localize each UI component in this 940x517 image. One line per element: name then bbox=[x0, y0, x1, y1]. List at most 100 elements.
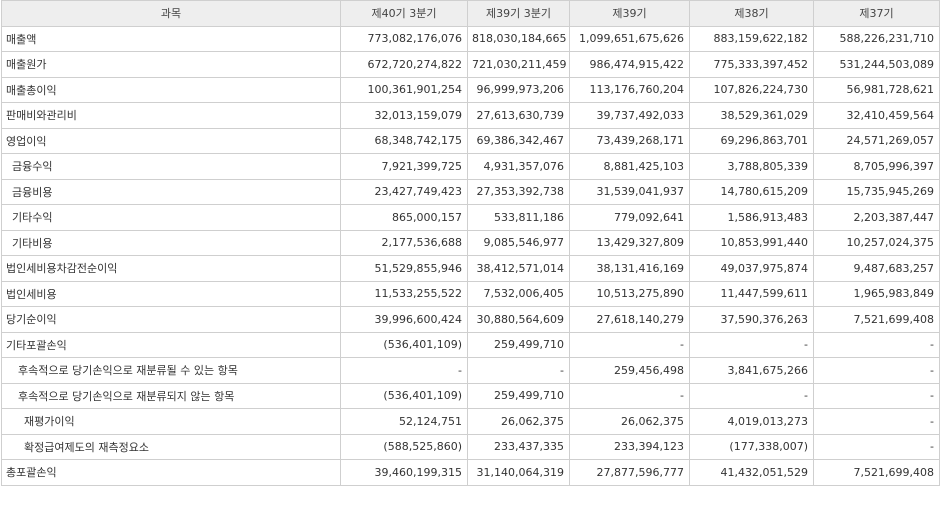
row-value: 3,788,805,339 bbox=[689, 153, 814, 180]
table-row: 법인세비용차감전순이익 51,529,855,946 38,412,571,014 3… bbox=[1, 255, 940, 282]
row-value: - bbox=[813, 382, 940, 409]
row-value: 27,353,392,738 bbox=[467, 178, 570, 205]
header-period-40-q3: 제40기 3분기 bbox=[340, 0, 468, 27]
row-value: 11,533,255,522 bbox=[340, 280, 468, 307]
row-value: 39,737,492,033 bbox=[569, 102, 690, 129]
header-period-37: 제37기 bbox=[813, 0, 940, 27]
row-value: 10,513,275,890 bbox=[569, 280, 690, 307]
row-value: 38,131,416,169 bbox=[569, 255, 690, 282]
row-value: (536,401,109) bbox=[340, 382, 468, 409]
row-value: 100,361,901,254 bbox=[340, 76, 468, 103]
row-label: 매출총이익 bbox=[1, 76, 341, 103]
row-value: 8,705,996,397 bbox=[813, 153, 940, 180]
row-label: 기타비용 bbox=[1, 229, 341, 256]
row-label: 금융수익 bbox=[1, 153, 341, 180]
row-value: - bbox=[340, 357, 468, 384]
row-label: 기타수익 bbox=[1, 204, 341, 231]
row-value: 32,013,159,079 bbox=[340, 102, 468, 129]
table-row: 매출원가 672,720,274,822 721,030,211,459 986,47… bbox=[1, 51, 940, 78]
row-label: 총포괄손익 bbox=[1, 459, 341, 486]
table-body: 매출액 773,082,176,076 818,030,184,665 1,099,6… bbox=[1, 25, 940, 486]
table-row: 법인세비용 11,533,255,522 7,532,006,405 10,513,2… bbox=[1, 280, 940, 307]
row-value: 883,159,622,182 bbox=[689, 25, 814, 52]
table-row: 총포괄손익 39,460,199,315 31,140,064,319 27,877,… bbox=[1, 459, 940, 486]
row-value: 259,456,498 bbox=[569, 357, 690, 384]
row-label: 법인세비용 bbox=[1, 280, 341, 307]
table-row: 후속적으로 당기손익으로 재분류될 수 있는 항목 - -259,456,498 3,… bbox=[1, 357, 940, 384]
table-row: 영업이익 68,348,742,175 69,386,342,467 73,439,2… bbox=[1, 127, 940, 154]
row-value: - bbox=[569, 382, 690, 409]
row-value: 233,437,335 bbox=[467, 433, 570, 460]
row-value: 1,586,913,483 bbox=[689, 204, 814, 231]
row-value: - bbox=[813, 433, 940, 460]
row-value: 11,447,599,611 bbox=[689, 280, 814, 307]
row-value: 773,082,176,076 bbox=[340, 25, 468, 52]
row-value: 14,780,615,209 bbox=[689, 178, 814, 205]
table-header: 과목 제40기 3분기 제39기 3분기 제39기 제38기 제37기 bbox=[1, 0, 940, 27]
row-value: 986,474,915,422 bbox=[569, 51, 690, 78]
header-account: 과목 bbox=[1, 0, 341, 27]
header-row: 과목 제40기 3분기 제39기 3분기 제39기 제38기 제37기 bbox=[1, 0, 940, 27]
row-value: 39,460,199,315 bbox=[340, 459, 468, 486]
row-value: 56,981,728,621 bbox=[813, 76, 940, 103]
table-row: 기타수익 865,000,157 533,811,186 779,092,641 1,5… bbox=[1, 204, 940, 231]
table-row: 재평가이익 52,124,751 26,062,375 26,062,375 4,019… bbox=[1, 408, 940, 435]
row-value: 4,019,013,273 bbox=[689, 408, 814, 435]
row-label: 매출원가 bbox=[1, 51, 341, 78]
row-value: 8,881,425,103 bbox=[569, 153, 690, 180]
row-value: 2,177,536,688 bbox=[340, 229, 468, 256]
row-value: - bbox=[813, 408, 940, 435]
table-row: 기타비용 2,177,536,688 9,085,546,977 13,429,327… bbox=[1, 229, 940, 256]
row-value: 672,720,274,822 bbox=[340, 51, 468, 78]
row-value: 13,429,327,809 bbox=[569, 229, 690, 256]
row-value: 32,410,459,564 bbox=[813, 102, 940, 129]
row-value: (177,338,007) bbox=[689, 433, 814, 460]
income-statement-table: 과목 제40기 3분기 제39기 3분기 제39기 제38기 제37기 매출액 7… bbox=[1, 0, 940, 486]
row-value: 23,427,749,423 bbox=[340, 178, 468, 205]
row-value: 775,333,397,452 bbox=[689, 51, 814, 78]
row-value: 31,140,064,319 bbox=[467, 459, 570, 486]
row-value: 3,841,675,266 bbox=[689, 357, 814, 384]
row-value: 533,811,186 bbox=[467, 204, 570, 231]
row-value: 259,499,710 bbox=[467, 382, 570, 409]
row-value: 38,412,571,014 bbox=[467, 255, 570, 282]
row-value: 51,529,855,946 bbox=[340, 255, 468, 282]
row-value: 68,348,742,175 bbox=[340, 127, 468, 154]
table-row: 매출총이익 100,361,901,254 96,999,973,206 113,17… bbox=[1, 76, 940, 103]
row-value: - bbox=[569, 331, 690, 358]
table-row: 매출액 773,082,176,076 818,030,184,665 1,099,6… bbox=[1, 25, 940, 52]
row-label: 후속적으로 당기손익으로 재분류될 수 있는 항목 bbox=[1, 357, 341, 384]
row-value: 26,062,375 bbox=[569, 408, 690, 435]
table-row: 판매비와관리비 32,013,159,079 27,613,630,739 39,73… bbox=[1, 102, 940, 129]
row-value: 818,030,184,665 bbox=[467, 25, 570, 52]
row-value: 865,000,157 bbox=[340, 204, 468, 231]
table-row: 기타포괄손익 (536,401,109) 259,499,710- - - bbox=[1, 331, 940, 358]
row-value: 15,735,945,269 bbox=[813, 178, 940, 205]
row-value: 69,386,342,467 bbox=[467, 127, 570, 154]
row-value: 721,030,211,459 bbox=[467, 51, 570, 78]
row-value: 779,092,641 bbox=[569, 204, 690, 231]
row-value: 26,062,375 bbox=[467, 408, 570, 435]
row-value: 39,996,600,424 bbox=[340, 306, 468, 333]
row-label: 재평가이익 bbox=[1, 408, 341, 435]
row-label: 확정급여제도의 재측정요소 bbox=[1, 433, 341, 460]
row-value: 1,099,651,675,626 bbox=[569, 25, 690, 52]
header-period-39: 제39기 bbox=[569, 0, 690, 27]
row-value: 96,999,973,206 bbox=[467, 76, 570, 103]
row-value: 7,521,699,408 bbox=[813, 459, 940, 486]
row-label: 법인세비용차감전순이익 bbox=[1, 255, 341, 282]
row-label: 후속적으로 당기손익으로 재분류되지 않는 항목 bbox=[1, 382, 341, 409]
row-value: - bbox=[689, 382, 814, 409]
row-value: 10,257,024,375 bbox=[813, 229, 940, 256]
row-value: 52,124,751 bbox=[340, 408, 468, 435]
row-value: - bbox=[689, 331, 814, 358]
row-value: 27,877,596,777 bbox=[569, 459, 690, 486]
row-value: 41,432,051,529 bbox=[689, 459, 814, 486]
row-value: 531,244,503,089 bbox=[813, 51, 940, 78]
row-value: 588,226,231,710 bbox=[813, 25, 940, 52]
row-value: - bbox=[813, 331, 940, 358]
row-value: 9,487,683,257 bbox=[813, 255, 940, 282]
row-value: 107,826,224,730 bbox=[689, 76, 814, 103]
table-row: 금융수익 7,921,399,725 4,931,357,076 8,881,425,… bbox=[1, 153, 940, 180]
row-value: (536,401,109) bbox=[340, 331, 468, 358]
